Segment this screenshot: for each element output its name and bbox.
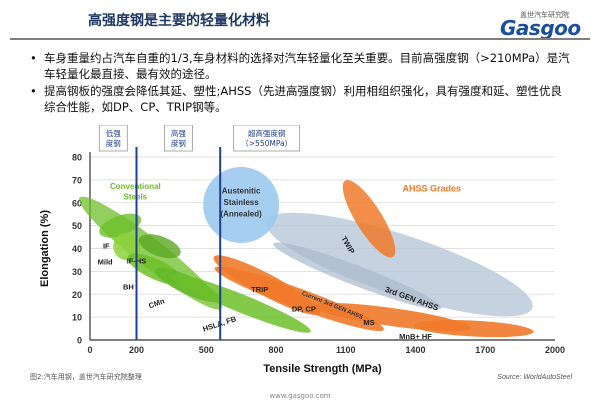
grade-label: MnB+ HF [399, 332, 432, 341]
grade-label: Mild [98, 258, 113, 267]
grade-region [342, 179, 396, 258]
grade-region [113, 232, 142, 261]
bullet-dot-icon: • [30, 84, 37, 98]
grade-region [413, 319, 534, 338]
bullet-item: • 车身重量约占汽车自重的1/3,车身材料的选择对汽车轻量化至关重要。目前高强度… [30, 50, 570, 82]
x-tick-label: 1100 [336, 345, 356, 355]
band-label: 高强 [171, 128, 186, 138]
bullet-item: • 提高钢板的强度会降低其延、塑性;AHSS（先进高强度钢）利用相组织强化，具有… [30, 83, 570, 115]
slide-title: 高强度钢是主要的轻量化材料 [88, 13, 270, 29]
y-tick-label: 0 [77, 336, 82, 346]
band-label-box [98, 125, 128, 152]
slide-header: 高强度钢是主要的轻量化材料 盖世汽车研究院 Gasgoo [0, 0, 600, 40]
x-tick-label: 1400 [405, 345, 425, 355]
x-tick-label: 2000 [545, 345, 565, 355]
chart-caption: 图2:汽车用钢，盖世汽车研究院整理 [30, 372, 142, 381]
y-tick-label: 20 [72, 290, 82, 300]
austenitic-region [203, 167, 280, 244]
austenitic-label: Stainless [224, 198, 260, 207]
y-tick-label: 50 [72, 221, 82, 231]
y-tick-label: 40 [72, 244, 82, 254]
chart-source: Source: WorldAutoSteel [497, 374, 572, 381]
grade-label: TRIP [251, 285, 268, 294]
footer-url: www.gasgoo.com [269, 392, 331, 400]
band-label: 低强 [106, 128, 121, 138]
gen3-ahss-region [265, 212, 533, 317]
band-label-box [233, 125, 301, 152]
y-tick-label: 30 [72, 267, 82, 277]
y-tick-label: 60 [72, 198, 82, 208]
bullet-text: 车身重量约占汽车自重的1/3,车身材料的选择对汽车轻量化至关重要。目前高强度钢（… [44, 51, 570, 81]
grade-label: CMn [147, 296, 166, 310]
current-gen3-region [273, 242, 442, 310]
band-label: 度钢 [106, 138, 121, 148]
logo-chinese-text: 盖世汽车研究院 [520, 11, 569, 19]
y-tick-label: 10 [72, 313, 82, 323]
grade-label: BH [123, 283, 134, 292]
band-label: 度钢 [171, 138, 186, 148]
bullet-list: • 车身重量约占汽车自重的1/3,车身材料的选择对汽车轻量化至关重要。目前高强度… [30, 50, 570, 116]
austenitic-label: Austenitic [222, 187, 261, 196]
band-label: （>550MPa） [241, 139, 292, 148]
bullet-text: 提高钢板的强度会降低其延、塑性;AHSS（先进高强度钢）利用相组织强化，具有强度… [44, 84, 562, 114]
y-axis-label: Elongation (%) [39, 210, 51, 287]
bullet-dot-icon: • [30, 51, 37, 65]
band-label-box [164, 125, 193, 152]
gasgoo-logo: Gasgoo [500, 16, 581, 40]
x-tick-label: 1700 [475, 345, 495, 355]
x-tick-label: 200 [129, 345, 144, 355]
ahss-grades-label: AHSS Grades [403, 183, 462, 193]
grade-label: DP, CP [292, 304, 316, 313]
band-label: 超高强度钢 [248, 128, 286, 138]
grade-label: IF [103, 242, 110, 251]
grade-region [138, 234, 181, 259]
x-tick-label: 500 [199, 345, 214, 355]
austenitic-label: (Annealed) [220, 209, 262, 218]
grade-label: MS [363, 318, 374, 327]
y-tick-label: 80 [72, 153, 82, 163]
y-tick-label: 70 [72, 175, 82, 185]
title-divider [10, 38, 590, 40]
grade-region [171, 274, 311, 333]
grade-region [99, 213, 142, 238]
x-tick-label: 800 [268, 345, 283, 355]
x-tick-label: 0 [87, 345, 92, 355]
x-axis-label: Tensile Strength (MPa) [263, 363, 382, 375]
conventional-steels-label: Conventional [110, 182, 161, 191]
